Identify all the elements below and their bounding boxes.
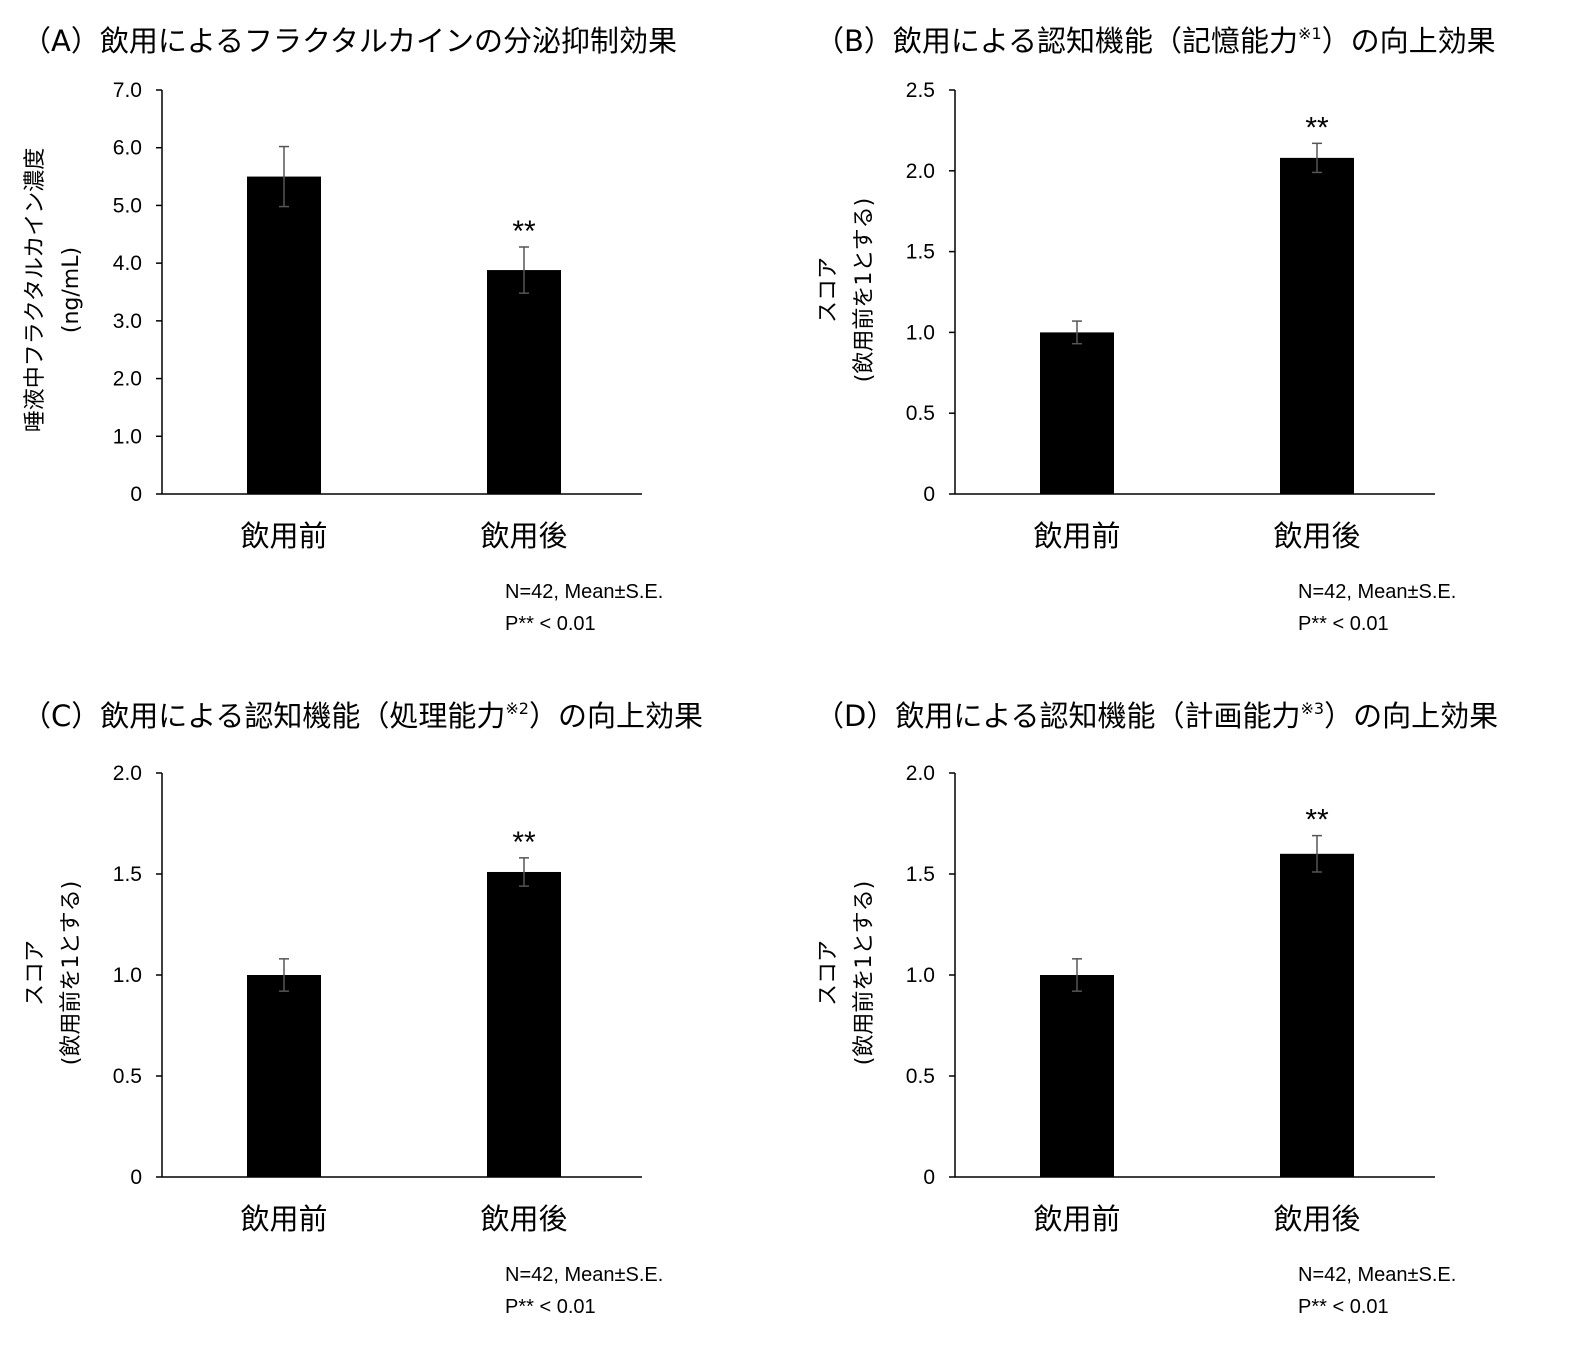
- significance-marker: **: [1305, 111, 1329, 144]
- stats-note-line2: P** < 0.01: [1298, 613, 1389, 635]
- bar: [1040, 975, 1114, 1177]
- chart-panel-b: （B）飲用による認知機能（記憶能力※1）の向上効果 0 0.5 1.0 1.5 2.0 2…: [793, 0, 1586, 675]
- chart-title: （B）飲用による認知機能（記憶能力※1）の向上効果: [815, 24, 1496, 58]
- y-axis-label: スコア: [23, 940, 48, 1006]
- significance-marker: **: [1305, 804, 1329, 837]
- x-category-label: 飲用後: [1273, 519, 1360, 553]
- bar: [487, 270, 561, 494]
- y-tick-label: 2.0: [113, 762, 142, 785]
- y-tick-label: 1.0: [113, 425, 142, 448]
- y-tick-label: 1.5: [906, 863, 935, 886]
- chart-title: （A）飲用によるフラクタルカインの分泌抑制効果: [22, 24, 677, 58]
- y-tick-label: 2.0: [906, 160, 935, 183]
- bar-chart-c: 0 0.5 1.0 1.5 2.0 スコア (飲用前を1とする) 飲用前 ** 飲用後: [23, 762, 642, 1236]
- y-tick-label: 0.5: [113, 1065, 142, 1088]
- y-tick-label: 0.5: [906, 402, 935, 425]
- stats-note-line2: P** < 0.01: [505, 1296, 596, 1318]
- x-category-label: 飲用後: [480, 1202, 567, 1236]
- y-tick-label: 1.0: [906, 321, 935, 344]
- chart-title: （C）飲用による認知機能（処理能力※2）の向上効果: [22, 699, 703, 733]
- bar-chart-b: 0 0.5 1.0 1.5 2.0 2.5 スコア (飲用前を1とする) 飲用前 ** 飲用後: [816, 79, 1435, 553]
- y-tick-label: 2.0: [906, 762, 935, 785]
- y-tick-label: 1.0: [113, 964, 142, 987]
- y-tick-label: 5.0: [113, 194, 142, 217]
- stats-note-line1: N=42, Mean±S.E.: [1298, 1264, 1457, 1286]
- y-axis-label: スコア: [816, 257, 841, 323]
- stats-note: N=42, Mean±S.E. P** < 0.01: [505, 1259, 663, 1323]
- bar: [1280, 157, 1354, 494]
- chart-panel-d: （D）飲用による認知機能（計画能力※3）の向上効果 0 0.5 1.0 1.5 2.0 ス…: [793, 675, 1586, 1350]
- significance-marker: **: [512, 826, 536, 859]
- stats-note-line2: P** < 0.01: [1298, 1296, 1389, 1318]
- y-tick-label: 0.5: [906, 1065, 935, 1088]
- y-axis-label: 唾液中フラクタルカイン濃度: [23, 148, 48, 432]
- x-category-label: 飲用後: [1273, 1202, 1360, 1236]
- y-axis-label-unit: (飲用前を1とする): [59, 881, 84, 1066]
- y-tick-label: 1.0: [906, 964, 935, 987]
- x-category-label: 飲用後: [480, 519, 567, 553]
- chart-panel-c: （C）飲用による認知機能（処理能力※2）の向上効果 0 0.5 1.0 1.5 2.0 ス…: [0, 675, 793, 1350]
- y-axis-label-unit: (ng/mL): [59, 247, 84, 333]
- y-tick-label: 2.0: [113, 368, 142, 391]
- y-tick-label: 1.5: [113, 863, 142, 886]
- stats-note-line2: P** < 0.01: [505, 613, 596, 635]
- y-tick-label: 1.5: [906, 241, 935, 264]
- y-tick-label: 0: [130, 483, 142, 506]
- bar: [1280, 853, 1354, 1177]
- chart-panel-a: （A）飲用によるフラクタルカインの分泌抑制効果 0 1.0 2.0 3.0 4.0 5.0…: [0, 0, 793, 675]
- chart-title: （D）飲用による認知機能（計画能力※3）の向上効果: [815, 699, 1499, 733]
- bar: [247, 975, 321, 1177]
- x-category-label: 飲用前: [240, 1202, 327, 1236]
- stats-note: N=42, Mean±S.E. P** < 0.01: [1298, 576, 1456, 640]
- y-tick-label: 3.0: [113, 310, 142, 333]
- x-category-label: 飲用前: [1033, 519, 1120, 553]
- bar: [247, 176, 321, 495]
- y-tick-label: 7.0: [113, 79, 142, 102]
- y-tick-label: 0: [923, 1166, 935, 1189]
- stats-note-line1: N=42, Mean±S.E.: [1298, 581, 1457, 603]
- stats-note-line1: N=42, Mean±S.E.: [505, 581, 664, 603]
- y-axis-label-unit: (飲用前を1とする): [852, 881, 877, 1066]
- y-axis-label: スコア: [816, 940, 841, 1006]
- stats-note: N=42, Mean±S.E. P** < 0.01: [505, 576, 663, 640]
- y-tick-label: 2.5: [906, 79, 935, 102]
- y-tick-label: 0: [130, 1166, 142, 1189]
- y-tick-label: 0: [923, 483, 935, 506]
- bar-chart-a: 0 1.0 2.0 3.0 4.0 5.0 6.0 7.0 唾液中フラクタルカイン濃度 (ng/m…: [23, 79, 642, 553]
- bar: [1040, 332, 1114, 494]
- y-axis-label-unit: (飲用前を1とする): [852, 198, 877, 383]
- y-tick-label: 6.0: [113, 137, 142, 160]
- bar-chart-d: 0 0.5 1.0 1.5 2.0 スコア (飲用前を1とする) 飲用前 ** 飲用後: [816, 762, 1435, 1236]
- x-category-label: 飲用前: [240, 519, 327, 553]
- bar: [487, 871, 561, 1177]
- x-category-label: 飲用前: [1033, 1202, 1120, 1236]
- significance-marker: **: [512, 215, 536, 248]
- y-tick-label: 4.0: [113, 252, 142, 275]
- stats-note: N=42, Mean±S.E. P** < 0.01: [1298, 1259, 1456, 1323]
- stats-note-line1: N=42, Mean±S.E.: [505, 1264, 664, 1286]
